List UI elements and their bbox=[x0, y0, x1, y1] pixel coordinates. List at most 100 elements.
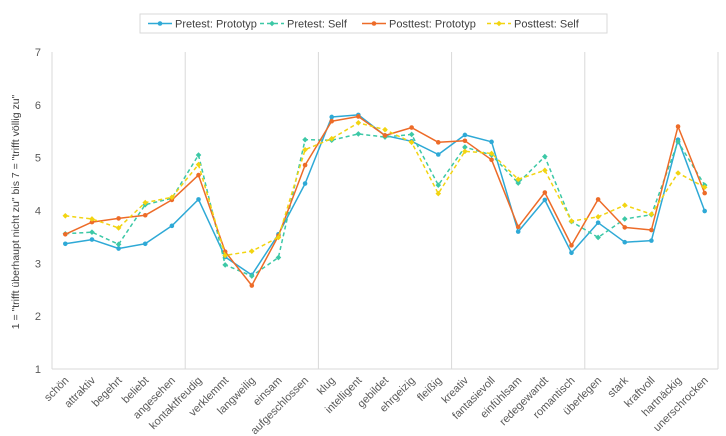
y-tick-label: 2 bbox=[35, 311, 41, 323]
data-point bbox=[595, 234, 601, 241]
legend-marker bbox=[269, 20, 275, 27]
data-point bbox=[249, 273, 255, 279]
gridlines bbox=[51, 52, 719, 369]
data-point bbox=[675, 124, 681, 129]
data-point bbox=[222, 252, 228, 259]
y-tick-label: 1 bbox=[35, 364, 41, 376]
data-point bbox=[435, 190, 442, 197]
data-point bbox=[142, 241, 148, 247]
legend-label: Pretest: Self bbox=[287, 19, 348, 31]
legend-label: Posttest: Self bbox=[514, 19, 580, 31]
data-point bbox=[169, 194, 175, 201]
data-point bbox=[622, 239, 628, 245]
data-point bbox=[116, 216, 121, 221]
data-point bbox=[195, 152, 202, 158]
data-point bbox=[275, 234, 282, 241]
data-point bbox=[302, 162, 308, 168]
data-point bbox=[89, 219, 95, 225]
data-point bbox=[515, 180, 521, 186]
data-point bbox=[408, 139, 415, 146]
data-point bbox=[435, 140, 441, 145]
y-tick-label: 7 bbox=[35, 47, 41, 59]
data-point bbox=[62, 212, 69, 219]
legend: Pretest: Prototyp Pretest: Self Posttest: … bbox=[139, 13, 608, 34]
data-point bbox=[622, 225, 628, 230]
y-tick-label: 3 bbox=[35, 258, 41, 270]
y-tick-label: 5 bbox=[35, 153, 41, 165]
series-layer bbox=[62, 112, 708, 288]
data-point bbox=[63, 241, 68, 247]
legend-label: Posttest: Prototyp bbox=[389, 19, 476, 31]
legend-marker bbox=[496, 20, 502, 27]
data-point bbox=[115, 225, 122, 231]
data-point bbox=[595, 220, 601, 225]
data-point bbox=[649, 227, 654, 233]
data-point bbox=[648, 211, 655, 217]
data-point bbox=[355, 131, 362, 137]
data-point bbox=[488, 150, 495, 157]
data-point bbox=[569, 250, 574, 256]
data-point bbox=[435, 182, 442, 188]
data-point bbox=[595, 214, 601, 220]
data-point bbox=[249, 283, 255, 288]
data-point bbox=[142, 212, 148, 218]
data-point bbox=[675, 139, 681, 145]
data-point bbox=[142, 199, 149, 206]
legend-label: Pretest: Prototyp bbox=[175, 19, 257, 31]
data-point bbox=[302, 181, 308, 186]
data-point bbox=[621, 202, 628, 209]
data-point bbox=[542, 153, 548, 160]
data-point bbox=[409, 125, 414, 130]
data-point bbox=[195, 161, 202, 168]
legend-item: Posttest: Prototyp bbox=[362, 19, 476, 31]
data-point bbox=[515, 229, 521, 234]
data-point bbox=[275, 254, 282, 261]
data-point bbox=[542, 167, 548, 174]
y-axis-title: 1 = "trifft überhaupt nicht zu" bis 7 = … bbox=[10, 94, 22, 329]
data-point bbox=[675, 170, 681, 176]
data-point bbox=[702, 190, 707, 196]
data-point bbox=[462, 132, 468, 138]
data-point bbox=[356, 114, 361, 119]
legend-item: Pretest: Prototyp bbox=[148, 19, 257, 31]
data-point bbox=[462, 138, 468, 144]
data-point bbox=[542, 197, 548, 203]
data-point bbox=[329, 118, 335, 124]
y-axis-ticks: 1 2 3 4 5 6 7 bbox=[35, 47, 41, 376]
data-point bbox=[649, 238, 654, 243]
data-point bbox=[408, 131, 415, 138]
data-point bbox=[489, 139, 494, 145]
data-point bbox=[196, 172, 201, 178]
y-tick-label: 6 bbox=[35, 100, 41, 112]
data-point bbox=[489, 157, 494, 163]
data-point bbox=[621, 216, 628, 222]
data-point bbox=[169, 223, 175, 229]
data-point bbox=[515, 176, 521, 183]
legend-item: Pretest: Self bbox=[260, 19, 348, 31]
data-point bbox=[435, 152, 441, 157]
series bbox=[62, 119, 708, 259]
data-point bbox=[89, 237, 95, 242]
data-point bbox=[222, 262, 228, 268]
data-point bbox=[382, 126, 388, 133]
data-point bbox=[249, 248, 255, 254]
data-point bbox=[701, 184, 708, 191]
data-point bbox=[462, 148, 468, 155]
data-point bbox=[302, 146, 308, 153]
data-point bbox=[595, 197, 601, 202]
data-point bbox=[542, 190, 548, 195]
y-tick-label: 4 bbox=[35, 206, 41, 218]
data-point bbox=[89, 216, 95, 222]
data-point bbox=[89, 229, 95, 235]
data-point bbox=[702, 208, 707, 214]
data-point bbox=[569, 243, 574, 248]
data-point bbox=[328, 135, 335, 142]
data-point bbox=[515, 224, 521, 230]
legend-marker bbox=[157, 21, 163, 26]
data-point bbox=[462, 144, 468, 150]
data-point bbox=[382, 133, 388, 138]
data-point bbox=[568, 218, 575, 224]
data-point bbox=[115, 241, 122, 248]
